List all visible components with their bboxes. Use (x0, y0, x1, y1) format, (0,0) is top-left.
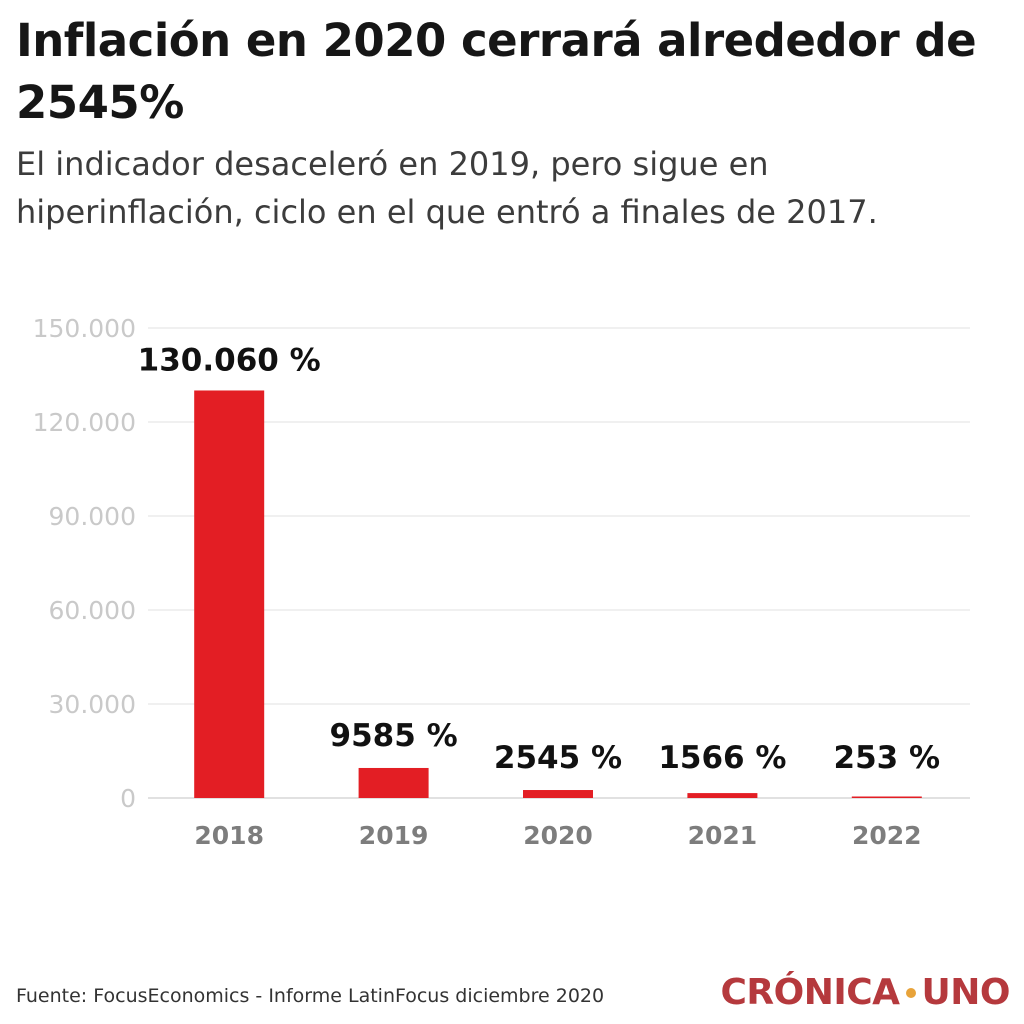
bar (687, 793, 758, 798)
bar (194, 390, 265, 798)
x-tick-label: 2021 (688, 821, 758, 850)
x-tick-label: 2020 (523, 821, 593, 850)
logo-text-cronica: CRÓNICA (720, 972, 900, 1013)
y-tick-label: 0 (120, 784, 136, 813)
data-label: 1566 % (658, 740, 786, 776)
bar (358, 767, 429, 798)
chart-title: Inflación en 2020 cerrará alrededor de 2… (16, 14, 977, 129)
logo-text-uno: UNO (921, 972, 1011, 1013)
bar (523, 790, 593, 798)
x-tick-label: 2018 (194, 821, 264, 850)
x-tick-label: 2019 (359, 821, 429, 850)
y-tick-label: 90.000 (49, 502, 136, 531)
x-tick-label: 2022 (852, 821, 922, 850)
data-label: 2545 % (494, 740, 622, 776)
y-tick-label: 150.000 (33, 314, 136, 343)
logo-dot-icon (905, 987, 916, 998)
bar (851, 796, 922, 798)
cronica-uno-logo: CRÓNICA UNO (720, 972, 1010, 1013)
data-label: 130.060 % (138, 342, 321, 378)
chart-subtitle: El indicador desaceleró en 2019, pero si… (16, 145, 878, 231)
bar-chart: 0 30.000 60.000 90.000 120.000 150.000130.060… (33, 314, 970, 850)
y-tick-label: 120.000 (33, 408, 136, 437)
y-tick-label: 60.000 (49, 596, 136, 625)
source-note: Fuente: FocusEconomics - Informe LatinFo… (16, 985, 605, 1007)
data-label: 9585 % (330, 718, 458, 754)
y-tick-label: 30.000 (49, 690, 136, 719)
data-label: 253 % (834, 740, 941, 776)
